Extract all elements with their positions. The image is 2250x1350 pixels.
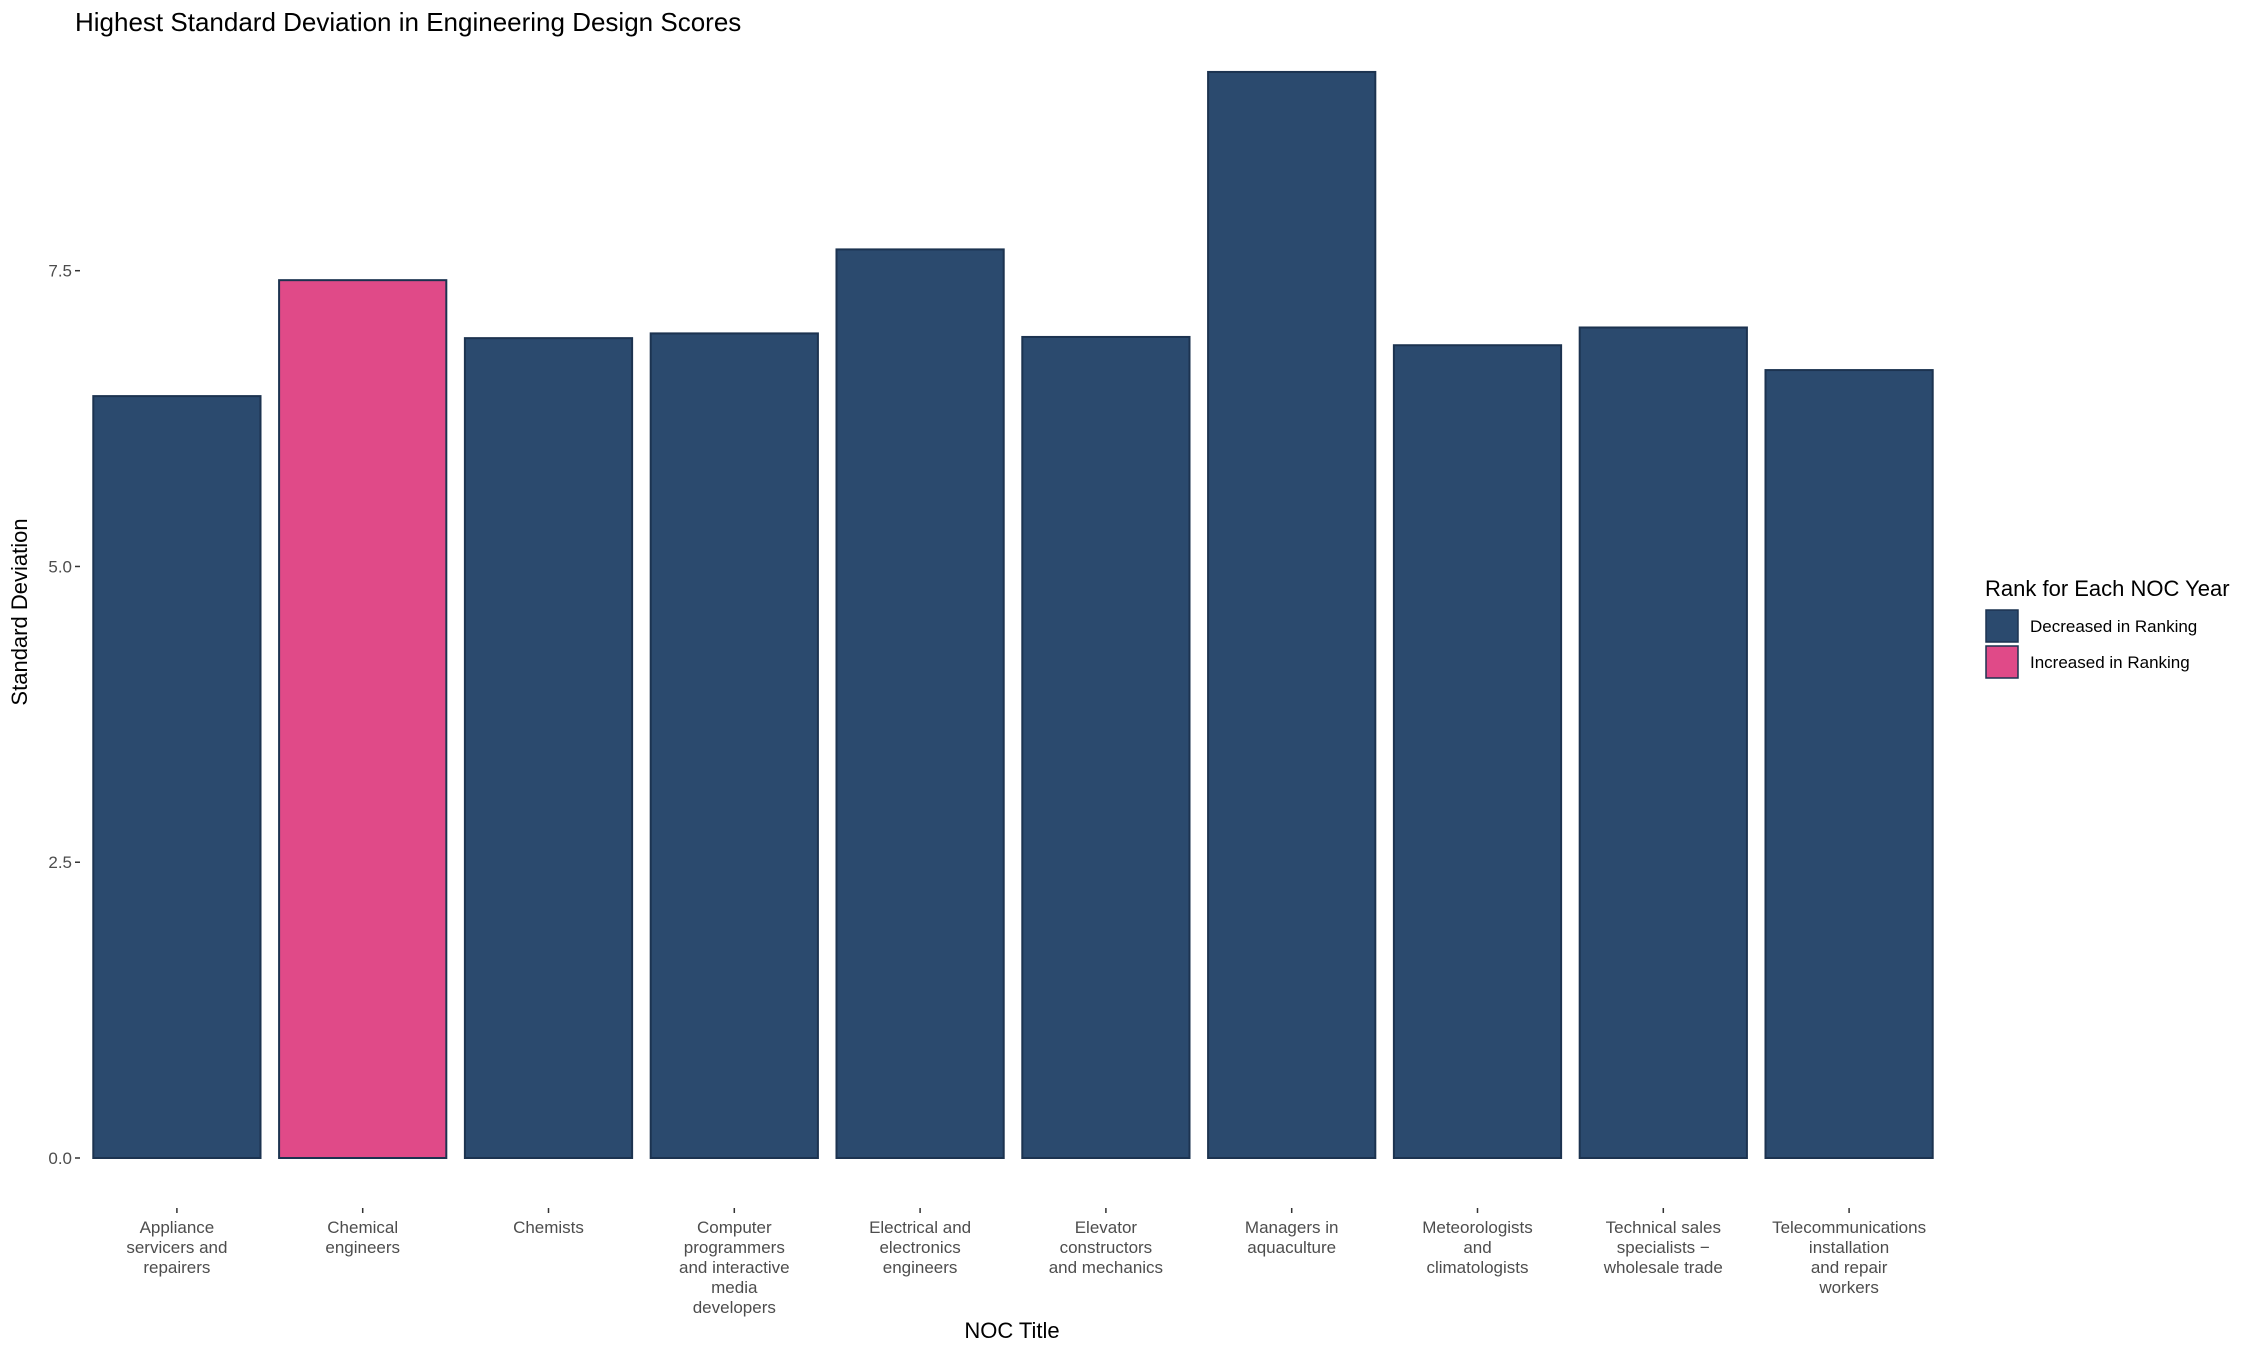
x-tick-label: Managers in aquaculture bbox=[1245, 1218, 1339, 1257]
x-tick-label: Chemical engineers bbox=[325, 1218, 400, 1257]
bar bbox=[649, 332, 819, 1159]
y-tick-label: 5.0 bbox=[48, 557, 72, 576]
bar bbox=[463, 337, 634, 1159]
bars bbox=[92, 70, 1934, 1160]
legend-swatch bbox=[1985, 645, 2019, 679]
bar bbox=[92, 395, 262, 1159]
x-axis-title: NOC Title bbox=[964, 1318, 1059, 1343]
y-axis: 0.0 2.5 5.0 7.5 bbox=[48, 262, 80, 1168]
chart-title: Highest Standard Deviation in Engineerin… bbox=[75, 7, 741, 37]
y-axis-title: Standard Deviation bbox=[7, 518, 32, 705]
y-tick-label: 0.0 bbox=[48, 1149, 72, 1168]
legend-label: Increased in Ranking bbox=[2030, 653, 2190, 672]
bar bbox=[1764, 369, 1934, 1160]
bar bbox=[835, 248, 1005, 1159]
x-axis: Appliance servicers and repairers Chemical e… bbox=[126, 1208, 1926, 1317]
x-tick-label: Technical sales specialists − wholesale tr… bbox=[1603, 1218, 1723, 1277]
legend-title: Rank for Each NOC Year bbox=[1985, 576, 2230, 601]
y-tick-label: 2.5 bbox=[48, 853, 72, 872]
legend: Rank for Each NOC Year Decreased in Rank… bbox=[1985, 576, 2230, 679]
y-tick-label: 7.5 bbox=[48, 262, 72, 281]
x-tick-label: Telecommunications installation and repair… bbox=[1772, 1218, 1926, 1297]
bar bbox=[1578, 326, 1748, 1159]
bar bbox=[1021, 335, 1191, 1159]
bar bbox=[278, 279, 448, 1159]
legend-label: Decreased in Ranking bbox=[2030, 617, 2197, 636]
x-tick-label: Chemists bbox=[513, 1218, 584, 1237]
x-tick-label: Appliance servicers and repairers bbox=[126, 1218, 227, 1277]
x-tick-label: Computer programmers and interactive media d… bbox=[679, 1218, 790, 1317]
legend-swatch bbox=[1985, 609, 2019, 643]
x-tick-label: Electrical and electronics engineers bbox=[869, 1218, 971, 1277]
bar bbox=[1392, 344, 1563, 1159]
x-tick-label: Meteorologists and climatologists bbox=[1422, 1218, 1533, 1277]
bar bbox=[1207, 70, 1377, 1159]
x-tick-label: Elevator constructors and mechanics bbox=[1049, 1218, 1163, 1277]
